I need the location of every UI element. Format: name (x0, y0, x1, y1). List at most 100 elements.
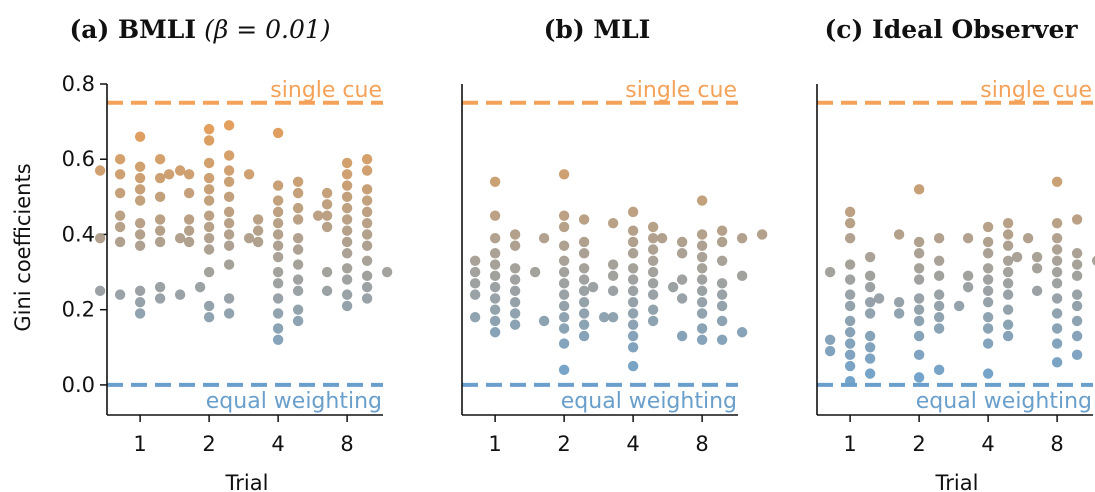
data-point (489, 176, 501, 187)
data-point (982, 274, 994, 285)
data-point (203, 266, 215, 278)
data-point (252, 225, 264, 236)
data-point (893, 296, 905, 308)
data-point (578, 274, 590, 285)
data-point (341, 157, 353, 169)
data-point (321, 210, 333, 221)
data-point (154, 154, 166, 165)
data-point (982, 296, 994, 308)
data-point (716, 300, 728, 312)
data-point (194, 281, 206, 293)
data-point (183, 187, 195, 199)
data-point (933, 255, 945, 266)
data-point (272, 195, 284, 206)
data-point (627, 274, 639, 285)
data-point (578, 236, 590, 248)
data-point (292, 315, 304, 327)
data-point (134, 296, 146, 308)
data-point (361, 217, 373, 229)
data-point (272, 308, 284, 319)
data-point (647, 315, 659, 327)
data-point (134, 172, 146, 184)
data-point (893, 308, 905, 319)
data-point (696, 274, 708, 285)
data-point (756, 229, 768, 240)
data-point (272, 334, 284, 345)
data-point (627, 330, 639, 342)
data-point (676, 236, 688, 248)
data-point (361, 184, 373, 195)
data-point (607, 259, 619, 270)
data-point (1002, 266, 1014, 278)
data-point (913, 349, 925, 361)
data-point (893, 229, 905, 240)
reference-label-equal-weighting: equal weighting (206, 389, 382, 414)
data-point (578, 285, 590, 297)
data-point (1051, 293, 1063, 304)
data-point (489, 304, 501, 315)
data-point (558, 278, 570, 289)
data-point (607, 217, 619, 229)
data-point (489, 233, 501, 244)
data-point (163, 169, 175, 180)
data-point (469, 312, 481, 323)
data-point (243, 233, 255, 244)
data-point (292, 233, 304, 244)
data-point (598, 312, 610, 323)
data-point (203, 123, 215, 135)
panel-title-main: (a) BMLI (69, 15, 196, 44)
x-tick-label: 8 (695, 432, 708, 456)
data-point (844, 338, 856, 349)
data-point (627, 248, 639, 259)
data-point (696, 263, 708, 274)
data-point (962, 281, 974, 293)
data-point (864, 342, 876, 353)
data-point (716, 289, 728, 300)
data-point (933, 270, 945, 282)
data-point (647, 244, 659, 255)
data-point (292, 285, 304, 297)
data-point (558, 210, 570, 221)
data-point (361, 281, 373, 293)
data-point (341, 169, 353, 180)
data-point (696, 195, 708, 206)
data-point (361, 229, 373, 240)
data-point (716, 255, 728, 266)
data-point (933, 323, 945, 334)
data-point (469, 255, 481, 266)
panel-title-math: (β = 0.01) (204, 15, 330, 44)
data-point (578, 248, 590, 259)
data-point (962, 233, 974, 244)
reference-label-equal-weighting: equal weighting (561, 389, 737, 414)
data-point (696, 308, 708, 319)
x-axis-label: Trial (935, 471, 979, 492)
data-point (844, 375, 856, 387)
data-point (341, 274, 353, 285)
data-point (1051, 338, 1063, 349)
x-tick-label: 1 (843, 432, 856, 456)
data-point (292, 259, 304, 270)
data-point (1031, 285, 1043, 297)
data-point (154, 225, 166, 236)
data-point (154, 293, 166, 304)
data-point (864, 296, 876, 308)
data-point (844, 327, 856, 338)
data-point (341, 300, 353, 312)
data-point (272, 206, 284, 218)
data-point (982, 368, 994, 379)
data-point (716, 334, 728, 345)
data-point (252, 236, 264, 248)
data-point (864, 270, 876, 282)
reference-label-single-cue: single cue (270, 78, 382, 103)
data-point (223, 191, 235, 203)
data-point (509, 229, 521, 240)
data-point (223, 206, 235, 218)
data-point (913, 330, 925, 342)
data-point (647, 266, 659, 278)
data-point (361, 293, 373, 304)
x-tick-label: 2 (557, 432, 570, 456)
data-point (844, 315, 856, 327)
data-point (509, 263, 521, 274)
data-point (183, 236, 195, 248)
data-point (341, 225, 353, 236)
